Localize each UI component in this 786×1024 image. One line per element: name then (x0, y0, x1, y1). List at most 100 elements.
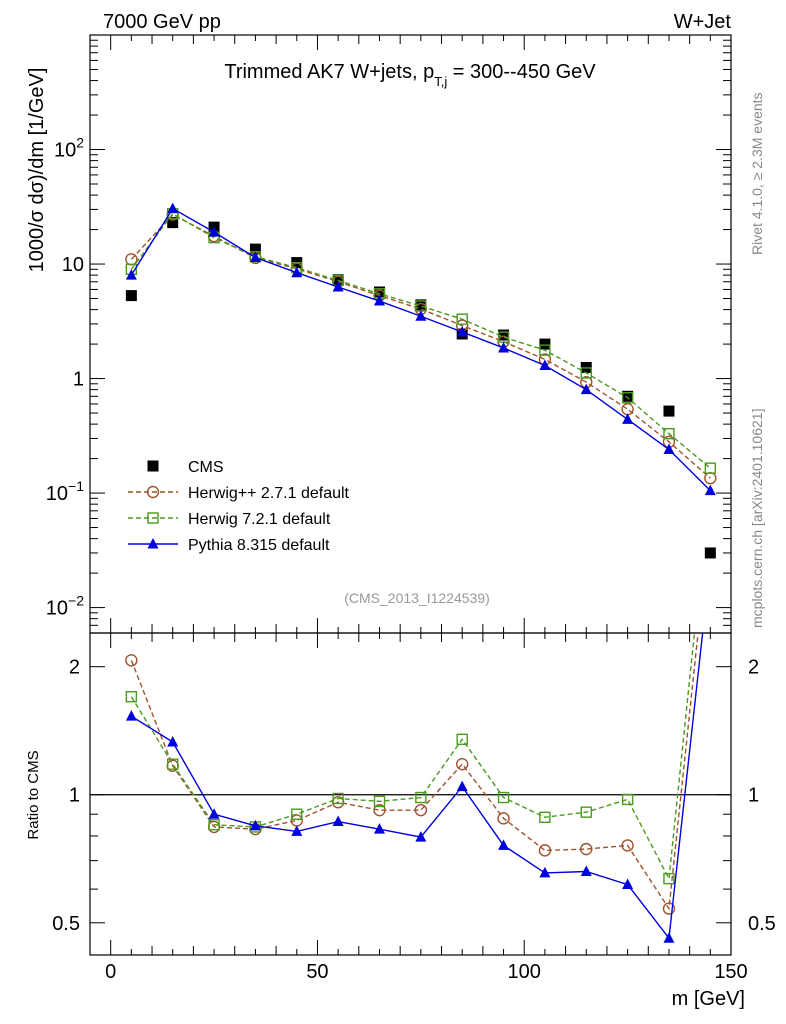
main-y-tick-label: 10 (62, 254, 84, 276)
rivet-label: Rivet 4.1.0, ≥ 2.3M events (749, 92, 765, 255)
ratio-point (580, 806, 592, 818)
ratio-point (415, 831, 427, 842)
data-point (539, 344, 551, 356)
main-y-axis-label: 1000/σ dσ)/dm [1/GeV] (26, 68, 48, 273)
data-point (415, 310, 427, 321)
data-point (415, 299, 427, 311)
data-point (539, 338, 551, 350)
ratio-point (538, 844, 552, 857)
data-point (539, 359, 551, 371)
ratio-point (167, 736, 179, 747)
legend-label: Herwig++ 2.7.1 default (188, 485, 350, 502)
series-pythia-8-315-default (125, 202, 716, 496)
ratio-point (291, 825, 303, 836)
data-point (622, 413, 634, 424)
data-point (704, 547, 716, 559)
ratio-series-pythia-8-315-default (125, 633, 704, 943)
ratio-point (455, 757, 469, 771)
ratio-point (373, 803, 386, 817)
process-label: W+Jet (674, 11, 732, 33)
legend-item-cms: CMS (147, 459, 224, 476)
main-axis-ticks (90, 35, 732, 634)
ratio-panel: 0.5 0.5 1 1 2 2 0 50 100 150 Ratio to CMS m [GeV… (25, 632, 776, 1010)
legend-marker (147, 512, 159, 524)
legend-label: Pythia 8.315 default (188, 537, 330, 554)
title-main: Trimmed AK7 W+jets, p (224, 61, 434, 83)
legend-item-herwig-2-7-1-default: Herwig++ 2.7.1 default (128, 485, 350, 502)
ratio-point (208, 808, 220, 819)
x-axis-label: m [GeV] (672, 988, 745, 1010)
data-point (167, 217, 179, 229)
data-point (704, 462, 717, 474)
ratio-point (415, 791, 427, 804)
x-tick-label: 150 (714, 961, 747, 983)
legend-marker (147, 460, 159, 472)
data-point (125, 290, 137, 302)
ratio-y-axis-label: Ratio to CMS (25, 750, 42, 839)
x-tick-label: 100 (508, 961, 541, 983)
ratio-point (208, 819, 220, 831)
ratio-point (332, 815, 344, 827)
x-tick-labels: 0 50 100 150 (105, 961, 748, 983)
data-point (580, 383, 592, 395)
series-line (130, 213, 711, 479)
main-series (125, 202, 717, 559)
ratio-series-herwig-2-7-1-default (125, 633, 699, 915)
data-point (456, 325, 468, 337)
legend-marker (147, 538, 159, 549)
analysis-id: (CMS_2013_I1224539) (344, 590, 490, 606)
main-y-tick-label: 1 (73, 369, 84, 391)
title-rest: = 300--450 GeV (447, 61, 596, 83)
main-y-tick-labels: 102 10 1 10−1 10−2 (46, 135, 84, 620)
main-y-tick-label: 102 (54, 135, 84, 162)
x-tick-label: 50 (306, 961, 328, 983)
main-y-tick-label: 10−1 (46, 478, 84, 505)
ratio-point (663, 932, 675, 943)
data-point (622, 390, 634, 402)
data-point (663, 405, 675, 417)
data-point (621, 392, 634, 404)
ratio-plot-frame (89, 632, 732, 956)
ratio-point (456, 780, 468, 792)
series-line (130, 212, 711, 469)
data-point (456, 313, 468, 325)
ratio-point (290, 814, 303, 827)
series-cms (125, 217, 716, 559)
legend: CMS Herwig++ 2.7.1 default Herwig 7.2.1 de… (128, 459, 350, 554)
energy-label: 7000 GeV pp (103, 11, 221, 33)
data-point (249, 243, 261, 255)
main-panel: 102 10 1 10−1 10−2 1000/σ dσ)/dm [1/GeV] Tri… (26, 34, 732, 634)
ratio-point (663, 872, 675, 885)
ratio-point (125, 691, 138, 703)
main-y-tick-label: 10−2 (46, 593, 84, 620)
data-point (663, 443, 675, 455)
ratio-point (621, 793, 634, 806)
ratio-point (622, 878, 634, 890)
ratio-point (373, 823, 385, 834)
ratio-point (456, 733, 468, 745)
ratio-y-tick-label-right: 1 (748, 785, 759, 807)
main-title: Trimmed AK7 W+jets, pT,j = 300--450 GeV (224, 61, 596, 89)
data-point (373, 295, 385, 306)
ratio-point (580, 842, 593, 856)
legend-label: Herwig 7.2.1 default (188, 511, 331, 528)
ratio-point (497, 791, 510, 804)
mcplots-label: mcplots.cern.ch [arXiv:2401.10621] (749, 409, 765, 628)
ratio-point (539, 811, 551, 824)
legend-item-herwig-7-2-1-default: Herwig 7.2.1 default (128, 511, 331, 528)
ratio-series (125, 633, 704, 943)
ratio-y-tick-label-right: 0.5 (748, 913, 776, 935)
data-point (373, 286, 385, 298)
ratio-point (373, 795, 386, 808)
data-point (249, 251, 261, 263)
data-point (580, 367, 592, 379)
data-point (291, 266, 303, 278)
ratio-line (130, 633, 704, 940)
legend-item-pythia-8-315-default: Pythia 8.315 default (128, 537, 330, 554)
ratio-axis-ticks (90, 633, 732, 955)
ratio-y-tick-label-right: 2 (748, 657, 759, 679)
main-plot-frame (89, 34, 732, 634)
ratio-point (580, 865, 592, 876)
ratio-point (497, 812, 510, 825)
ratio-point (332, 792, 344, 805)
